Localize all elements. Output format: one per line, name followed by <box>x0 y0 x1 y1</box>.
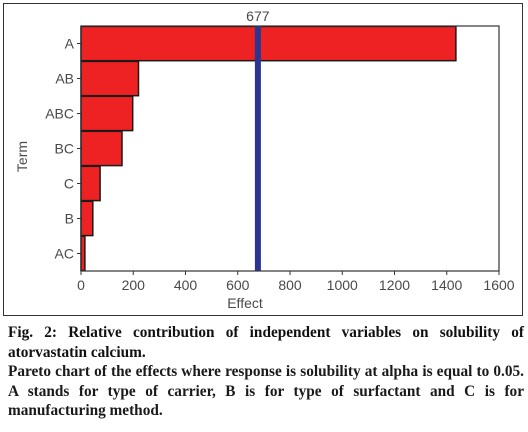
x-axis-title: Effect <box>227 295 263 311</box>
x-tick-label-200: 200 <box>122 277 146 293</box>
caption-body: Pareto chart of the effects where respon… <box>8 363 524 419</box>
bar-bc <box>80 130 123 167</box>
x-tick-label-600: 600 <box>226 277 250 293</box>
y-axis-title: Term <box>14 141 30 172</box>
y-tick-label-ac: AC <box>55 246 74 262</box>
bar-ab <box>80 60 140 97</box>
reference-line <box>254 26 261 271</box>
bar-b <box>80 200 94 237</box>
pareto-chart: A AB ABC BC C B AC 677 0 200 400 600 800 1000 1200 1400… <box>14 8 515 311</box>
y-tick-label-b: B <box>65 211 74 227</box>
x-tick-label-1200: 1200 <box>379 277 410 293</box>
y-tick-label-bc: BC <box>55 141 74 157</box>
figure-caption: Fig. 2: Relative contribution of indepen… <box>8 323 524 421</box>
plot-border <box>80 25 500 272</box>
bar-c <box>80 165 101 202</box>
x-tick-label-1000: 1000 <box>327 277 358 293</box>
x-tick-label-1400: 1400 <box>431 277 462 293</box>
x-tick-label-1600: 1600 <box>483 277 514 293</box>
x-tick-label-400: 400 <box>174 277 198 293</box>
y-tick-label-a: A <box>65 36 75 52</box>
y-tick-label-abc: ABC <box>45 106 74 122</box>
caption-title: Fig. 2: Relative contribution of indepen… <box>8 324 524 361</box>
reference-line-label: 677 <box>246 8 270 24</box>
y-tick-label-c: C <box>64 176 74 192</box>
bar-a <box>80 25 457 62</box>
x-tick-label-800: 800 <box>278 277 302 293</box>
bar-abc <box>80 95 134 132</box>
x-tick-label-0: 0 <box>77 277 85 293</box>
chart-frame: A AB ABC BC C B AC 677 0 200 400 600 800 1000 1200 1400… <box>3 3 523 316</box>
y-tick-label-ab: AB <box>55 71 74 87</box>
